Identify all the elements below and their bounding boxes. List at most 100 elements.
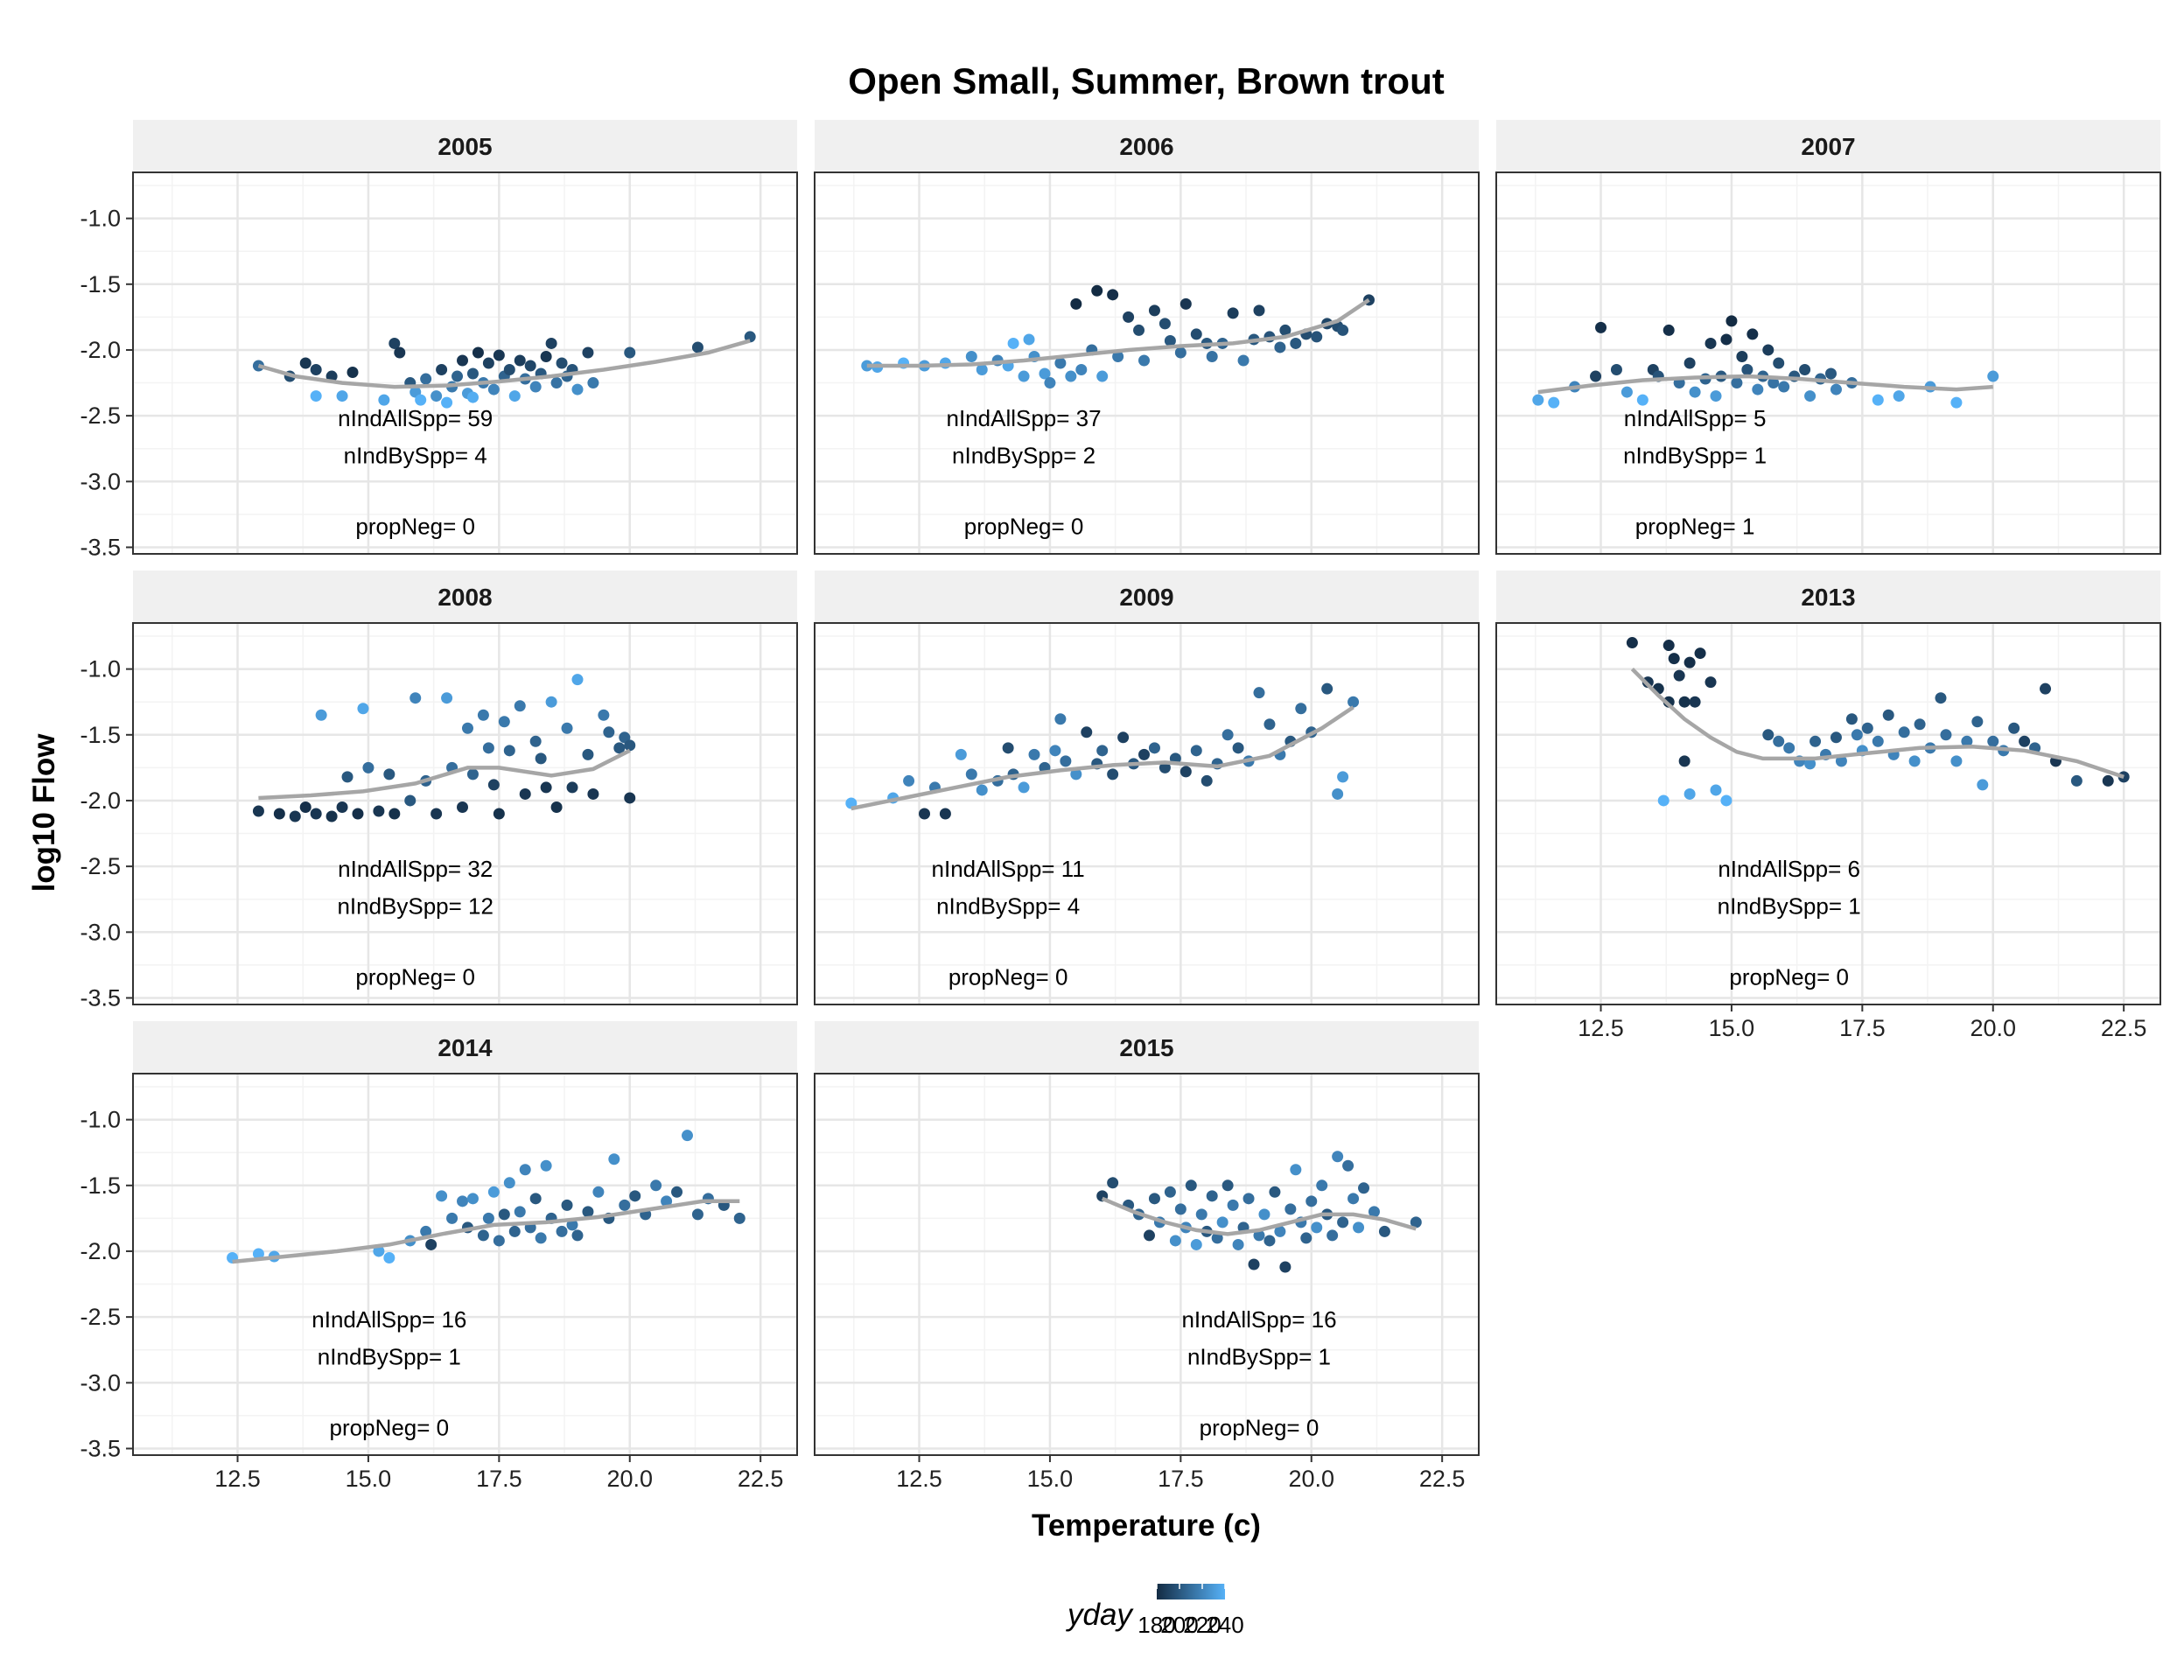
data-point — [1668, 653, 1680, 665]
data-point — [903, 774, 915, 787]
data-point — [394, 346, 406, 359]
data-point — [472, 346, 484, 359]
data-point — [540, 350, 552, 362]
data-point — [624, 739, 636, 752]
y-tick-label: -3.5 — [80, 984, 121, 1011]
data-point — [1684, 357, 1696, 369]
data-point — [1662, 640, 1675, 652]
data-point — [2019, 735, 2031, 747]
panel-border — [132, 622, 798, 1005]
panel-annotation: nIndAllSpp= 5 — [1624, 405, 1767, 431]
facet-strip-label: 2008 — [438, 584, 492, 611]
data-point — [1279, 324, 1292, 336]
data-point — [1845, 713, 1858, 725]
y-tick-label: -2.5 — [80, 1304, 121, 1330]
data-point — [1532, 394, 1544, 406]
x-tick-label: 20.0 — [1288, 1466, 1334, 1492]
data-point — [919, 808, 931, 820]
panel-annotation: propNeg= 0 — [1200, 1414, 1320, 1440]
data-point — [1274, 1225, 1286, 1237]
data-point — [1689, 696, 1701, 708]
data-point — [383, 768, 396, 780]
data-point — [1180, 766, 1192, 778]
x-tick-label: 17.5 — [1839, 1015, 1886, 1041]
data-point — [1626, 637, 1638, 649]
smooth-trend-line — [257, 339, 751, 389]
panel-annotation: nIndAllSpp= 16 — [1181, 1306, 1336, 1333]
data-point — [1590, 370, 1602, 382]
data-point — [1107, 289, 1119, 301]
data-point — [1908, 755, 1921, 767]
data-point — [550, 801, 563, 813]
data-point — [1358, 1182, 1370, 1194]
y-tick-label: -2.0 — [80, 1238, 121, 1264]
data-point — [965, 350, 977, 362]
x-tick-label: 17.5 — [1158, 1466, 1204, 1492]
data-point — [1206, 350, 1218, 362]
data-point — [691, 1208, 704, 1221]
data-point — [691, 341, 704, 354]
data-point — [457, 801, 469, 813]
data-point — [1044, 377, 1056, 389]
legend-label: 200 — [1160, 1612, 1198, 1638]
facet-strip-label: 2009 — [1119, 584, 1173, 611]
data-point — [556, 357, 568, 369]
data-point — [466, 1193, 479, 1205]
data-point — [452, 370, 464, 382]
data-point — [603, 726, 615, 738]
data-point — [1007, 337, 1019, 349]
data-point — [1935, 692, 1947, 704]
data-point — [1971, 716, 1984, 728]
data-point — [1950, 396, 1963, 409]
data-point — [441, 396, 453, 409]
data-point — [487, 383, 500, 396]
data-point — [466, 768, 479, 780]
data-point — [1368, 1206, 1380, 1218]
data-point — [457, 354, 469, 367]
data-point — [1872, 735, 1884, 747]
data-point — [1311, 1222, 1323, 1234]
data-point — [252, 805, 264, 817]
facet-strip-label: 2014 — [438, 1034, 493, 1061]
panel-background — [815, 623, 1479, 1004]
data-point — [498, 716, 510, 728]
panel-2015: 2015 nIndAllSpp= 16 nIndBySpp= 1 propNeg= 0… — [814, 1021, 1480, 1492]
data-point — [624, 792, 636, 804]
data-point — [1123, 311, 1135, 323]
data-point — [861, 360, 873, 372]
data-point — [477, 1229, 489, 1242]
y-tick-label: -1.5 — [80, 722, 121, 748]
data-point — [1018, 781, 1030, 794]
data-point — [289, 810, 301, 822]
data-point — [299, 357, 312, 369]
data-point — [1830, 383, 1842, 396]
data-point — [1290, 337, 1302, 349]
data-point — [420, 1225, 432, 1237]
data-point — [1804, 758, 1816, 770]
data-point — [508, 1225, 521, 1237]
data-point — [540, 1159, 552, 1172]
data-point — [661, 1195, 673, 1208]
data-point — [1206, 1190, 1218, 1202]
data-point — [1720, 333, 1732, 346]
data-point — [1348, 696, 1360, 708]
data-point — [315, 709, 327, 721]
data-point — [1898, 726, 1910, 738]
data-point — [529, 381, 542, 393]
data-point — [1306, 1195, 1318, 1208]
data-point — [508, 390, 521, 402]
data-point — [582, 748, 594, 760]
data-point — [681, 1130, 693, 1142]
data-point — [487, 779, 500, 791]
panel-2005: 2005 nIndAllSpp= 59 nIndBySpp= 4 propNeg= 0… — [80, 120, 798, 560]
data-point — [582, 1206, 594, 1218]
data-point — [613, 742, 626, 754]
data-point — [529, 1193, 542, 1205]
data-point — [1337, 1216, 1349, 1228]
data-point — [1258, 1208, 1270, 1221]
data-point — [420, 373, 432, 385]
y-axis-title: log10 Flow — [27, 733, 61, 892]
data-point — [1148, 742, 1160, 754]
panel-2013: 2013 nIndAllSpp= 6 nIndBySpp= 1 propNeg= 0 1… — [1495, 570, 2161, 1041]
